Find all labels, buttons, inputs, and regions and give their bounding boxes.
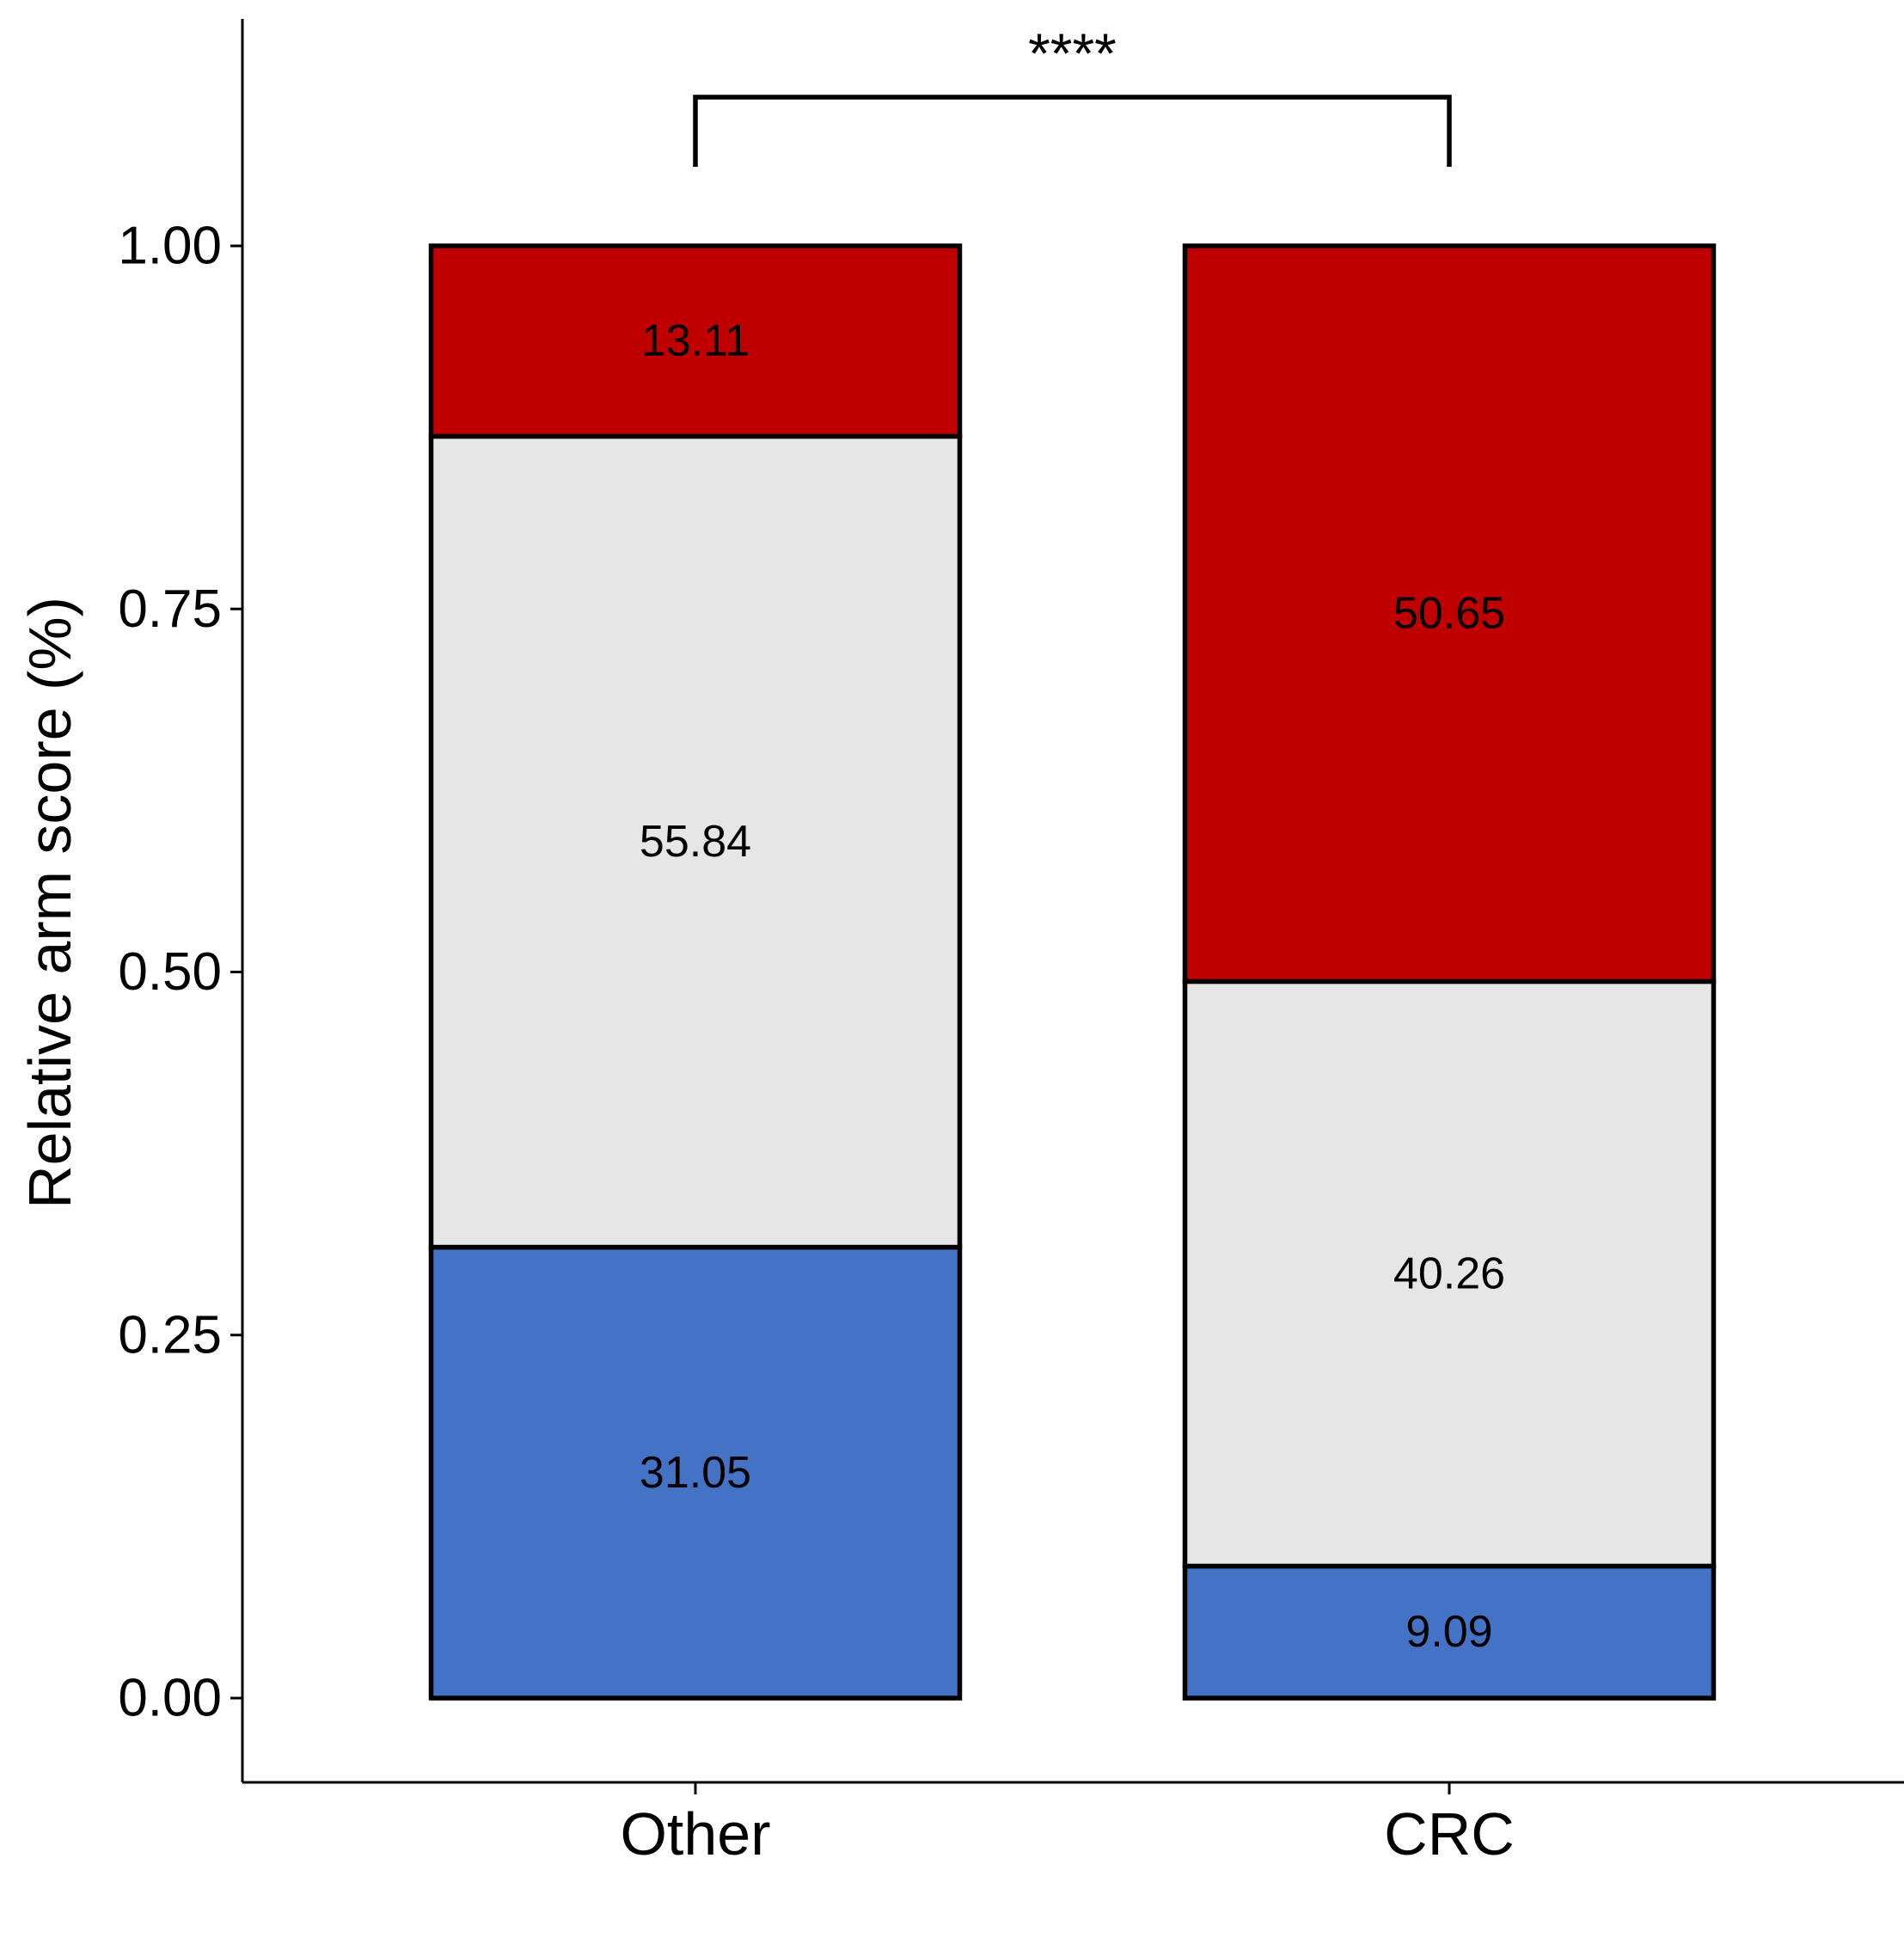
y-axis-title: Relative arm score (%)	[16, 597, 83, 1209]
significance-group: ****	[693, 21, 1452, 167]
significance-bracket	[693, 95, 1452, 167]
x-tick-label-other: Other	[620, 1800, 770, 1867]
bar-segment-crc-0	[1182, 1563, 1717, 1701]
y-tick-label: 0.75	[118, 580, 222, 639]
bars-group	[428, 243, 1717, 1701]
significance-label: ****	[1028, 21, 1117, 85]
bar-segment-crc-2	[1182, 243, 1717, 984]
y-tick-label: 0.25	[118, 1305, 222, 1364]
x-tick-label-crc: CRC	[1384, 1800, 1515, 1867]
bar-segment-crc-1	[1182, 978, 1717, 1569]
y-tick-label: 1.00	[118, 217, 222, 276]
bar-segment-other-0	[428, 1244, 963, 1701]
data-label-crc-1: 40.26	[1393, 1248, 1505, 1298]
data-label-other-0: 31.05	[640, 1448, 751, 1498]
data-label-other-1: 55.84	[640, 817, 751, 867]
bar-segment-other-1	[428, 433, 963, 1250]
value-labels-group: 31.05 55.84 13.11 9.09 40.26 50.65	[640, 316, 1505, 1658]
y-tick-label: 0.50	[118, 942, 222, 1002]
data-label-crc-0: 9.09	[1405, 1607, 1492, 1657]
data-label-crc-2: 50.65	[1393, 589, 1505, 639]
bar-segment-other-2	[428, 243, 963, 439]
data-label-other-2: 13.11	[641, 316, 750, 366]
y-tick-label: 0.00	[118, 1669, 222, 1728]
axes-group: 0.00 0.25 0.50 0.75 1.00 Other CRC Relative arm…	[16, 19, 1904, 1867]
